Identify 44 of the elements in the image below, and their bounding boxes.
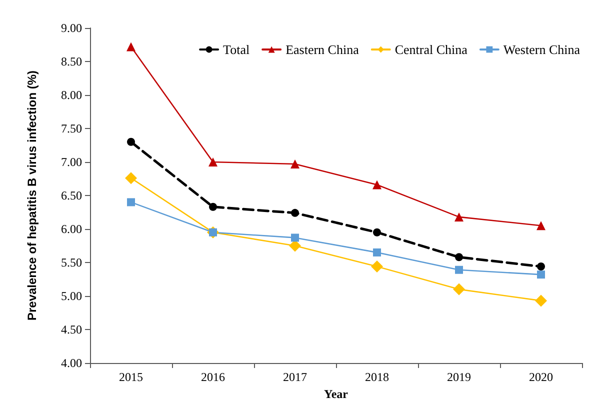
- legend-label: Eastern China: [286, 42, 360, 57]
- y-tick-label: 6.00: [61, 222, 82, 236]
- point: [373, 228, 381, 236]
- point: [291, 234, 299, 242]
- x-tick-label: 2019: [447, 370, 471, 384]
- y-tick-label: 6.50: [61, 188, 82, 202]
- y-tick-label: 9.00: [61, 21, 82, 35]
- point: [537, 270, 545, 279]
- y-tick-label: 5.50: [61, 256, 82, 270]
- y-tick-label: 8.00: [61, 88, 82, 102]
- point: [127, 198, 135, 206]
- x-axis-title: Year: [324, 386, 349, 401]
- point: [535, 294, 547, 307]
- y-tick-label: 7.50: [61, 122, 82, 136]
- x-tick-label: 2018: [365, 370, 389, 384]
- point: [454, 212, 464, 222]
- y-axis-title: Prevalence of hepatitis B virus infection (%): [25, 70, 39, 321]
- y-tick-label: 8.50: [61, 54, 82, 68]
- legend-label: Western China: [503, 42, 580, 57]
- point: [209, 202, 217, 211]
- x-tick-label: 2017: [283, 370, 307, 384]
- point: [537, 262, 545, 271]
- point: [126, 42, 136, 52]
- legend-label: Total: [223, 42, 250, 57]
- y-tick-label: 4.00: [61, 356, 82, 370]
- point: [455, 266, 463, 274]
- point: [208, 158, 218, 166]
- y-tick-label: 4.50: [61, 322, 82, 336]
- point: [125, 172, 137, 184]
- point: [372, 180, 382, 190]
- point: [453, 283, 465, 296]
- y-tick-label: 7.00: [61, 155, 82, 169]
- y-tick-label: 5.00: [61, 289, 82, 303]
- point: [127, 138, 135, 146]
- legend-label: Central China: [394, 42, 468, 57]
- point: [291, 208, 299, 217]
- point: [373, 248, 381, 256]
- point: [455, 253, 463, 262]
- x-tick-label: 2020: [529, 370, 553, 384]
- point: [536, 221, 546, 230]
- point: [371, 260, 383, 273]
- point: [290, 160, 300, 169]
- x-tick-label: 2016: [201, 370, 225, 384]
- x-tick-label: 2015: [119, 370, 143, 384]
